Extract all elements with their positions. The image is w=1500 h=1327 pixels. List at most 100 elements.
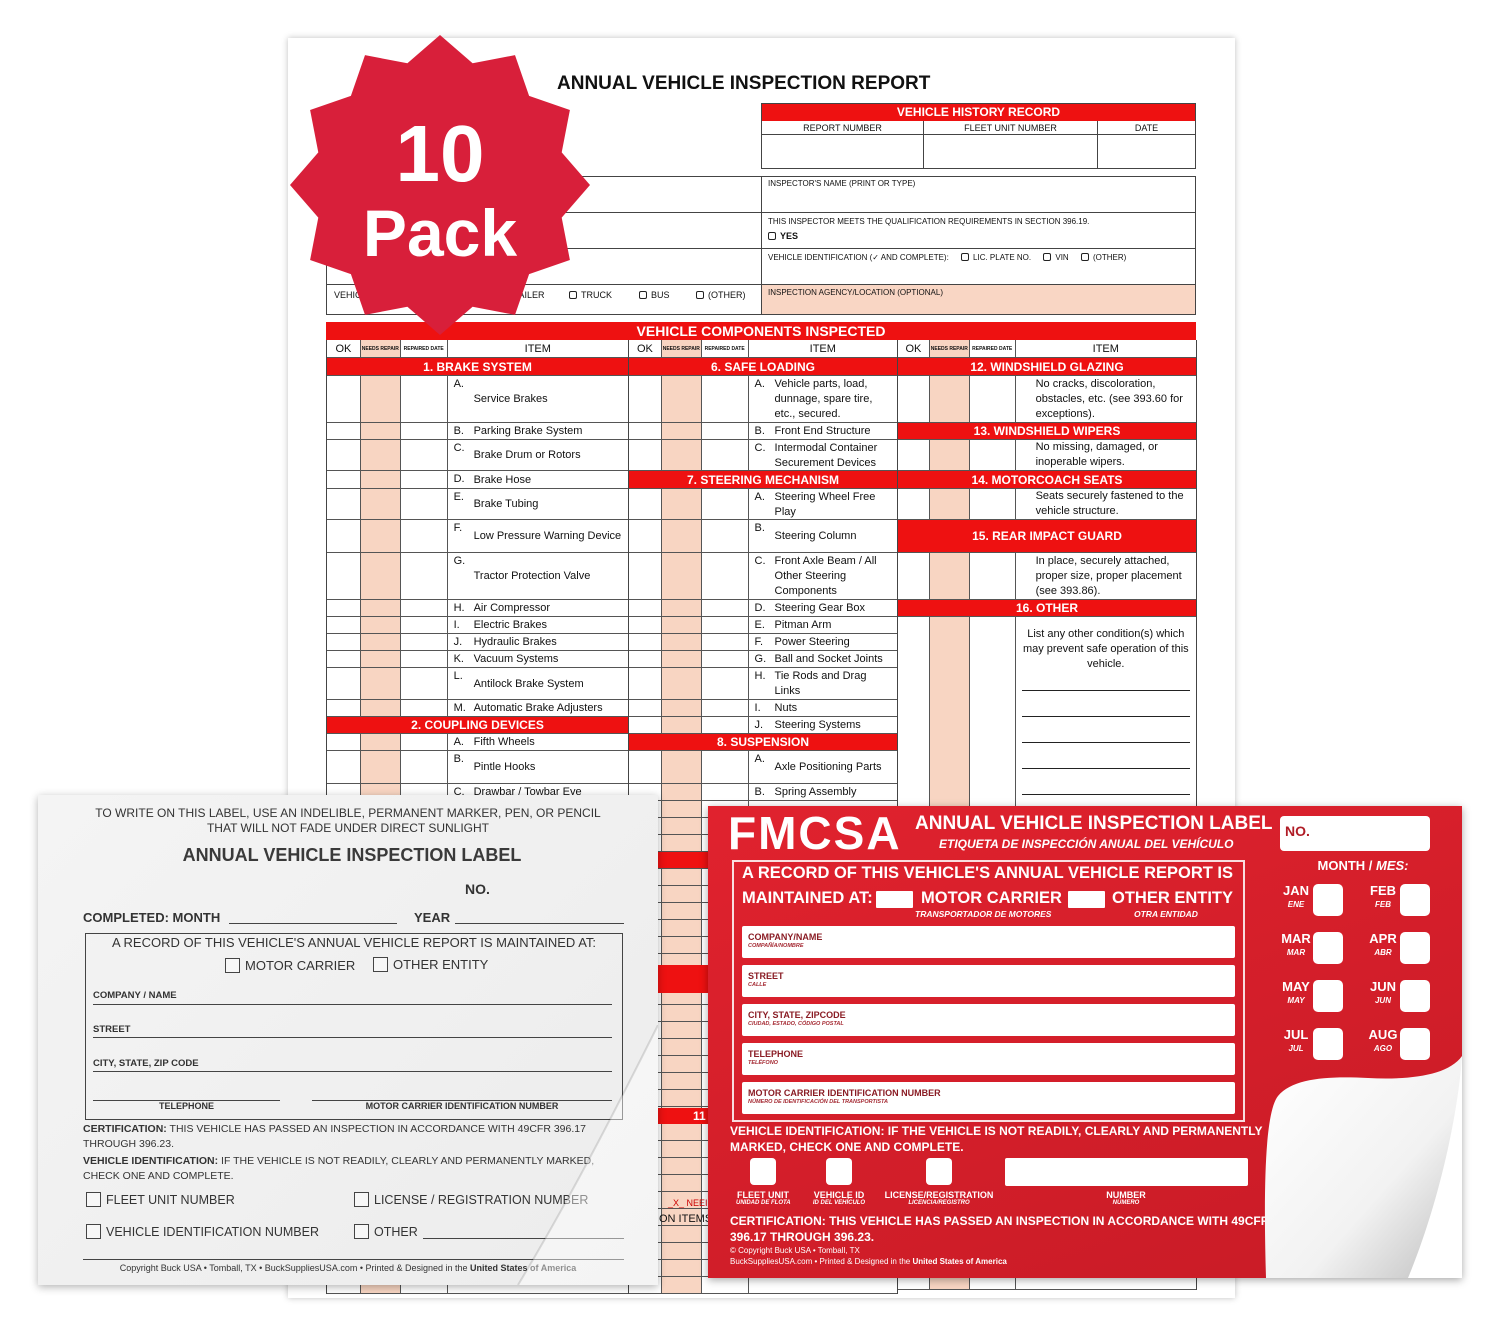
repaired-date-cell[interactable] [702,784,749,800]
repaired-date-cell[interactable] [702,520,749,552]
blank-cell[interactable] [661,1175,702,1191]
blank-cell[interactable] [661,1209,702,1225]
repaired-date-cell[interactable] [702,440,749,470]
truck-checkbox[interactable] [569,291,577,299]
needs-repair-cell[interactable] [360,520,401,552]
blank-cell[interactable] [661,937,702,953]
ok-cell[interactable] [327,600,361,616]
vehicle-id-checkbox[interactable] [826,1158,852,1185]
mcid-field[interactable] [312,1100,612,1101]
repaired-date-cell[interactable] [702,489,749,519]
address-field[interactable]: TELEPHONE TELÉFONO [742,1043,1235,1075]
blank-cell[interactable] [661,920,702,936]
repaired-date-cell[interactable] [970,489,1016,519]
blank-cell[interactable] [661,1005,702,1021]
blank-cell[interactable] [661,1260,702,1276]
blank-cell[interactable] [629,1073,662,1089]
month-field[interactable] [229,923,397,924]
ok-cell[interactable] [629,553,662,599]
address-field[interactable]: STREET CALLE [742,965,1235,997]
repaired-date-cell[interactable] [970,376,1016,422]
blank-cell[interactable] [629,1260,662,1276]
yes-checkbox[interactable] [768,232,776,240]
repaired-date-cell[interactable] [401,553,448,599]
repaired-date-cell[interactable] [702,376,749,422]
ok-cell[interactable] [327,668,361,699]
city-field[interactable] [93,1071,612,1072]
blank-cell[interactable] [749,1277,897,1293]
needs-repair-cell[interactable] [929,440,970,470]
blank-cell[interactable] [661,1277,702,1293]
license-checkbox[interactable] [354,1192,369,1207]
month-checkbox[interactable] [1313,932,1343,964]
blank-cell[interactable] [629,1175,662,1191]
ok-cell[interactable] [629,617,662,633]
needs-repair-cell[interactable] [661,600,702,616]
needs-repair-cell[interactable] [929,489,970,519]
ok-cell[interactable] [327,423,361,439]
needs-repair-cell[interactable] [661,423,702,439]
blank-cell[interactable] [661,835,702,851]
repaired-date-cell[interactable] [702,717,749,733]
needs-repair-cell[interactable] [360,489,401,519]
needs-repair-cell[interactable] [360,440,401,470]
needs-repair-cell[interactable] [661,617,702,633]
needs-repair-cell[interactable] [661,784,702,800]
ok-cell[interactable] [629,668,662,699]
needs-repair-cell[interactable] [929,376,970,422]
blank-cell[interactable] [629,1192,662,1208]
needs-repair-cell[interactable] [661,376,702,422]
blank-cell[interactable] [629,818,662,834]
other-checkbox[interactable] [354,1224,369,1239]
needs-repair-cell[interactable] [661,634,702,650]
company-field[interactable] [93,1004,612,1005]
blank-cell[interactable] [629,869,662,885]
vin-checkbox[interactable] [1043,253,1052,261]
needs-repair-cell[interactable] [661,520,702,552]
month-checkbox[interactable] [1313,884,1343,916]
ok-cell[interactable] [327,634,361,650]
repaired-date-cell[interactable] [401,634,448,650]
needs-repair-cell[interactable] [360,751,401,783]
ok-cell[interactable] [629,700,662,716]
other-entity-checkbox[interactable] [1068,891,1105,908]
ok-cell[interactable] [898,553,930,599]
ok-cell[interactable] [629,751,662,783]
ok-cell[interactable] [327,553,361,599]
blank-cell[interactable] [661,1022,702,1038]
needs-repair-cell[interactable] [360,651,401,667]
number-input[interactable]: NO. [1280,816,1430,851]
blank-cell[interactable] [629,937,662,953]
ok-cell[interactable] [629,423,662,439]
blank-cell[interactable] [661,1158,702,1174]
repaired-date-cell[interactable] [970,553,1016,599]
other-type-checkbox[interactable] [696,291,704,299]
month-checkbox[interactable] [1313,1028,1343,1060]
ok-cell[interactable] [629,520,662,552]
license-checkbox[interactable] [926,1158,952,1185]
blank-cell[interactable] [629,1039,662,1055]
blank-cell[interactable] [629,886,662,902]
repaired-date-cell[interactable] [401,520,448,552]
blank-cell[interactable] [629,1022,662,1038]
blank-cell[interactable] [629,1158,662,1174]
month-checkbox[interactable] [1400,1028,1430,1060]
ok-cell[interactable] [327,520,361,552]
repaired-date-cell[interactable] [702,651,749,667]
blank-cell[interactable] [629,1056,662,1072]
blank-cell[interactable] [629,903,662,919]
needs-repair-cell[interactable] [661,700,702,716]
write-in-line[interactable] [1021,742,1190,743]
repaired-date-cell[interactable] [702,553,749,599]
blank-cell[interactable] [629,988,662,1004]
year-field[interactable] [455,923,624,924]
repaired-date-cell[interactable] [702,600,749,616]
blank-cell[interactable] [661,1192,702,1208]
ok-cell[interactable] [327,376,361,422]
blank-cell[interactable] [401,1277,448,1293]
fleet-unit-checkbox[interactable] [750,1158,776,1185]
blank-cell[interactable] [629,954,662,970]
ok-cell[interactable] [629,717,662,733]
other-entity-checkbox[interactable] [373,957,388,972]
needs-repair-cell[interactable] [360,376,401,422]
